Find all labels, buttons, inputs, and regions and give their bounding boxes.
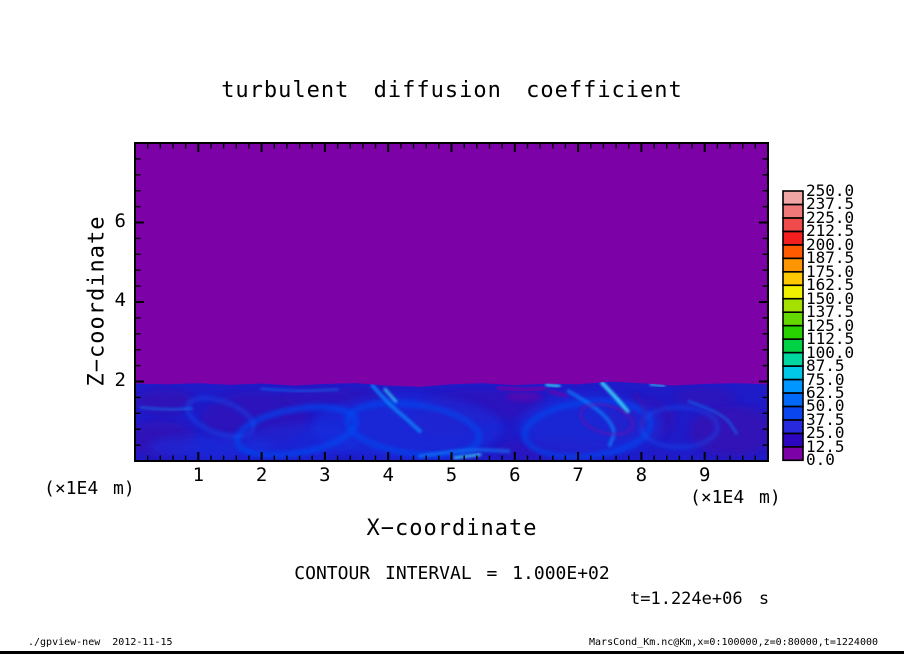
x-tick-label: 6 xyxy=(509,464,521,486)
colorbar-tick-label: 162.5 xyxy=(806,275,855,295)
x-axis-unit-label: (×1E4 m) xyxy=(690,487,781,508)
window-bottom-border xyxy=(0,651,904,654)
colorbar-tick-label: 200.0 xyxy=(806,234,855,254)
x-tick-label: 3 xyxy=(319,464,331,486)
colorbar-tick-label: 137.5 xyxy=(806,302,855,322)
x-tick-label: 9 xyxy=(698,464,711,486)
x-tick-label: 7 xyxy=(572,464,584,486)
colorbar-tick-label: 125.0 xyxy=(806,315,855,335)
plot-frame xyxy=(134,142,769,462)
x-tick-label: 4 xyxy=(382,464,394,486)
colorbar-tick-label: 62.5 xyxy=(806,382,845,402)
y-tick-label: 6 xyxy=(114,209,126,232)
colorbar-tick-label: 25.0 xyxy=(806,423,845,443)
colorbar-tick-label: 50.0 xyxy=(806,396,845,416)
x-tick-label: 2 xyxy=(255,464,268,486)
chart-title: turbulent diffusion coefficient xyxy=(221,78,683,103)
colorbar-tick-label: 187.5 xyxy=(806,248,855,268)
heatmap-field xyxy=(135,143,768,461)
x-tick-label: 5 xyxy=(445,464,458,486)
colorbar-tick-label: 225.0 xyxy=(806,207,855,227)
y-axis-unit-label: (×1E4 m) xyxy=(44,478,135,499)
x-tick-label: 8 xyxy=(635,464,648,486)
colorbar-tick-label: 175.0 xyxy=(806,261,855,281)
colorbar-tick-label: 0.0 xyxy=(806,450,835,470)
colorbar-tick-label: 237.5 xyxy=(806,194,855,214)
colorbar-tick-label: 100.0 xyxy=(806,342,855,362)
x-tick-label: 1 xyxy=(192,464,205,486)
contour-interval-note: CONTOUR INTERVAL = 1.000E+02 xyxy=(294,563,610,584)
colorbar-tick-label: 150.0 xyxy=(806,288,855,308)
y-tick-label: 2 xyxy=(114,368,126,391)
x-axis-label: X−coordinate xyxy=(366,516,538,541)
dataset-info-footer: MarsCond_Km.nc@Km,x=0:100000,z=0:80000,t… xyxy=(589,637,878,648)
colorbar-tick-label: 212.5 xyxy=(806,221,855,241)
colorbar-tick-label: 250.0 xyxy=(806,181,855,200)
axis-ticks xyxy=(136,144,767,460)
colorbar-tick-label: 12.5 xyxy=(806,436,845,456)
time-annotation: t=1.224e+06 s xyxy=(630,589,770,609)
colorbar-tick-label: 75.0 xyxy=(806,369,845,389)
tool-version-footer: ./gpview-new 2012-11-15 xyxy=(28,637,173,648)
colorbar xyxy=(782,190,804,462)
colorbar-tick-label: 37.5 xyxy=(806,409,845,429)
y-tick-label: 4 xyxy=(114,289,126,311)
colorbar-tick-label: 87.5 xyxy=(806,356,845,376)
colorbar-tick-label: 112.5 xyxy=(806,329,855,349)
